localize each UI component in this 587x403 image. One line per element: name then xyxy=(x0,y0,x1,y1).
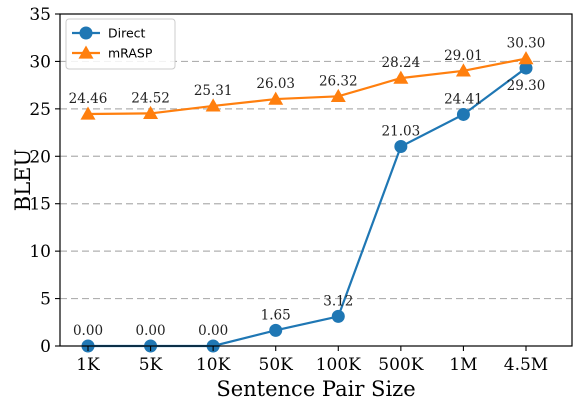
y-tick-label: 15 xyxy=(29,195,51,215)
legend-box xyxy=(65,18,176,70)
mrasp-point xyxy=(205,98,221,112)
mrasp-point xyxy=(143,105,159,120)
legend: Direct mRASP xyxy=(65,18,176,70)
mrasp-point xyxy=(393,70,409,84)
x-axis-label: Sentence Pair Size xyxy=(216,377,415,401)
mrasp-data-label: 29.01 xyxy=(444,48,483,64)
y-tick-label: 30 xyxy=(29,52,51,72)
direct-point xyxy=(269,323,283,337)
direct-point xyxy=(331,309,345,323)
y-axis-label: BLEU xyxy=(11,149,35,211)
mrasp-data-label: 26.03 xyxy=(256,76,295,92)
mrasp-point xyxy=(455,63,471,77)
direct-point xyxy=(456,107,470,121)
direct-data-label: 1.65 xyxy=(261,307,291,323)
direct-data-label: 0.00 xyxy=(136,323,166,339)
direct-data-label: 29.30 xyxy=(507,78,546,94)
y-tick-label: 10 xyxy=(29,242,51,262)
mrasp-data-label: 24.46 xyxy=(69,91,108,107)
x-tick-label: 1M xyxy=(449,355,477,375)
x-tick-label: 4.5M xyxy=(504,355,548,375)
mrasp-legend-marker xyxy=(78,45,94,59)
direct-point xyxy=(394,140,408,154)
direct-legend-label: Direct xyxy=(108,26,146,41)
mrasp-point xyxy=(330,88,346,102)
x-tick-label: 10K xyxy=(196,355,231,375)
y-tick-label: 5 xyxy=(40,290,51,310)
direct-data-label: 3.12 xyxy=(323,293,353,309)
x-tick-label: 5K xyxy=(139,355,163,375)
x-tick-label: 1K xyxy=(76,355,100,375)
x-tick-label: 100K xyxy=(316,355,361,375)
y-axis-ticks: 0 5 10 15 20 25 30 35 xyxy=(29,5,60,357)
y-tick-label: 25 xyxy=(29,100,51,120)
data-labels: 0.00 0.00 0.00 1.65 3.12 21.03 24.41 29.30 24.46… xyxy=(69,36,546,339)
y-tick-label: 0 xyxy=(40,337,51,357)
mrasp-data-label: 28.24 xyxy=(382,55,421,71)
plot-frame xyxy=(59,13,573,347)
mrasp-point xyxy=(518,51,534,65)
mrasp-data-label: 25.31 xyxy=(194,83,233,99)
mrasp-data-label: 24.52 xyxy=(131,90,170,106)
mrasp-series-line xyxy=(87,57,527,116)
mrasp-data-label: 26.32 xyxy=(319,73,358,89)
mrasp-legend-label: mRASP xyxy=(108,46,153,61)
x-axis-ticks: 1K 5K 10K 50K 100K 500K 1M 4.5M xyxy=(76,346,548,375)
direct-data-label: 0.00 xyxy=(198,323,228,339)
direct-data-label: 24.41 xyxy=(444,91,483,107)
grid-lines xyxy=(60,60,572,300)
direct-data-label: 21.03 xyxy=(382,124,421,140)
x-tick-label: 50K xyxy=(259,355,294,375)
mrasp-point xyxy=(268,91,284,105)
direct-point xyxy=(519,61,533,75)
mrasp-data-label: 30.30 xyxy=(507,36,546,52)
y-tick-label: 35 xyxy=(29,5,51,25)
x-tick-label: 500K xyxy=(378,355,423,375)
direct-data-label: 0.00 xyxy=(73,323,103,339)
direct-legend-marker xyxy=(79,26,93,40)
y-tick-label: 20 xyxy=(29,147,51,167)
mrasp-point xyxy=(80,106,96,120)
